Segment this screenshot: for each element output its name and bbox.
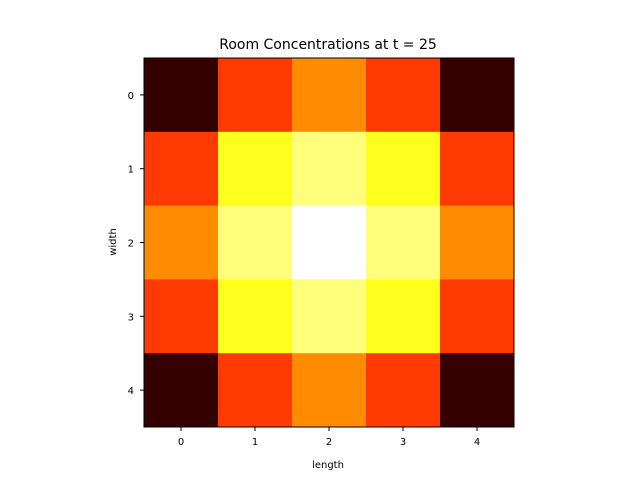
heatmap-cell-r3-c2 [292, 279, 367, 354]
heatmap-cell-r0-c4 [440, 58, 515, 133]
x-tick-label-2: 2 [326, 437, 332, 448]
heatmap-cell-r1-c0 [144, 131, 219, 207]
y-tick-label-3: 3 [128, 312, 134, 323]
x-tick-label-3: 3 [400, 437, 406, 448]
y-tick-label-0: 0 [128, 91, 134, 102]
heatmap-cell-r0-c3 [366, 58, 441, 133]
y-axis-ticks: 0 1 2 3 4 [128, 91, 144, 397]
heatmap-cell-r2-c2 [292, 205, 367, 280]
heatmap-cell-r1-c1 [218, 131, 293, 207]
heatmap-cell-r2-c0 [144, 205, 219, 280]
heatmap-cell-r4-c3 [366, 353, 441, 428]
heatmap-cell-r2-c4 [440, 205, 515, 280]
heatmap-cell-r3-c3 [366, 279, 441, 354]
heatmap-cell-r0-c1 [218, 58, 293, 133]
heatmap-cell-r2-c3 [366, 205, 441, 280]
heatmap-cell-r0-c0 [144, 58, 219, 133]
heatmap-cell-r1-c4 [440, 131, 515, 207]
x-tick-label-1: 1 [252, 437, 258, 448]
x-tick-label-0: 0 [178, 437, 184, 448]
heatmap-cell-r3-c4 [440, 279, 515, 354]
heatmap-cell-r3-c0 [144, 279, 219, 354]
chart-title: Room Concentrations at t = 25 [219, 37, 437, 53]
heatmap-cell-r4-c2 [292, 353, 367, 428]
y-axis-label: width [108, 228, 119, 256]
heatmap-cell-r1-c3 [366, 131, 441, 207]
heatmap-cell-r4-c4 [440, 353, 515, 428]
heatmap-cell-r4-c0 [144, 353, 219, 428]
y-tick-label-2: 2 [128, 239, 134, 250]
heatmap-cell-r0-c2 [292, 58, 367, 133]
heatmap-cell-r2-c1 [218, 205, 293, 280]
heatmap-cell-r3-c1 [218, 279, 293, 354]
y-tick-label-4: 4 [128, 386, 134, 397]
x-axis-label: length [312, 460, 344, 471]
x-tick-label-4: 4 [474, 437, 480, 448]
heatmap-cells [144, 58, 515, 428]
x-axis-ticks: 0 1 2 3 4 [178, 427, 480, 448]
heatmap-cell-r1-c2 [292, 131, 367, 207]
y-tick-label-1: 1 [128, 165, 134, 176]
heatmap-cell-r4-c1 [218, 353, 293, 428]
